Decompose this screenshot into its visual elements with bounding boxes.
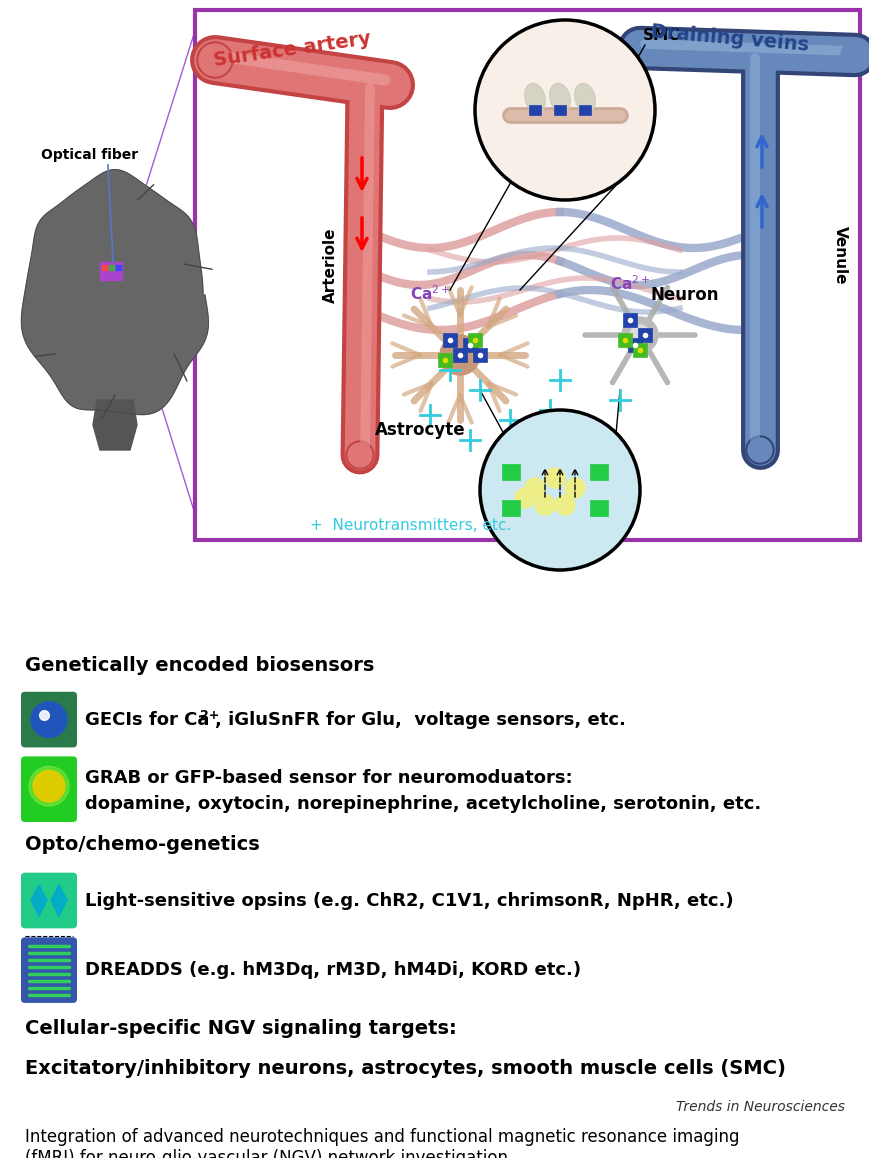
Text: Ca$^{2+}$: Ca$^{2+}$ xyxy=(409,285,449,303)
Circle shape xyxy=(474,20,654,200)
Text: Optical fiber: Optical fiber xyxy=(42,148,138,162)
Text: Astrocyte: Astrocyte xyxy=(375,422,465,439)
Bar xyxy=(622,313,636,327)
Text: Opto/chemo-genetics: Opto/chemo-genetics xyxy=(25,835,260,853)
Text: Surface artery: Surface artery xyxy=(212,30,371,71)
Bar xyxy=(589,500,607,516)
Text: +  Neurotransmitters, etc.: + Neurotransmitters, etc. xyxy=(309,518,511,533)
Circle shape xyxy=(33,770,65,802)
Bar xyxy=(501,500,520,516)
Circle shape xyxy=(840,41,868,69)
Polygon shape xyxy=(51,885,67,916)
Bar xyxy=(102,265,107,270)
Text: Cellular-specific NGV signaling targets:: Cellular-specific NGV signaling targets: xyxy=(25,1019,456,1038)
Text: GRAB or GFP-based sensor for neuromoduators:: GRAB or GFP-based sensor for neuromoduat… xyxy=(85,769,572,787)
Text: Ca$^{2+}$: Ca$^{2+}$ xyxy=(609,274,649,293)
Text: Trends in Neurosciences: Trends in Neurosciences xyxy=(675,1100,844,1114)
Circle shape xyxy=(196,42,233,78)
Bar xyxy=(437,353,452,367)
Circle shape xyxy=(554,494,574,515)
Text: DREADDS (e.g. hM3Dq, rM3D, hM4Di, KORD etc.): DREADDS (e.g. hM3Dq, rM3D, hM4Di, KORD e… xyxy=(85,961,580,980)
Circle shape xyxy=(745,437,773,464)
FancyBboxPatch shape xyxy=(21,873,77,929)
Circle shape xyxy=(31,702,67,738)
Text: 2+: 2+ xyxy=(200,709,219,723)
Polygon shape xyxy=(22,170,209,415)
Text: GECIs for Ca: GECIs for Ca xyxy=(85,711,209,728)
Circle shape xyxy=(629,325,649,345)
Ellipse shape xyxy=(524,83,545,112)
Text: Genetically encoded biosensors: Genetically encoded biosensors xyxy=(25,655,374,675)
Circle shape xyxy=(564,478,584,498)
Circle shape xyxy=(514,488,534,508)
Polygon shape xyxy=(93,400,136,450)
Circle shape xyxy=(440,335,480,375)
Circle shape xyxy=(480,410,640,570)
Bar xyxy=(589,464,607,481)
Text: dopamine, oxytocin, norepinephrine, acetylcholine, serotonin, etc.: dopamine, oxytocin, norepinephrine, acet… xyxy=(85,796,760,813)
Text: Arteriole: Arteriole xyxy=(322,227,337,302)
Text: Neuron: Neuron xyxy=(650,286,719,305)
Text: SMC: SMC xyxy=(642,28,680,43)
Text: Venule: Venule xyxy=(832,226,846,284)
Text: Light-sensitive opsins (e.g. ChR2, C1V1, chrimsonR, NpHR, etc.): Light-sensitive opsins (e.g. ChR2, C1V1,… xyxy=(85,892,733,909)
FancyBboxPatch shape xyxy=(21,756,77,822)
Bar xyxy=(579,105,590,115)
Bar xyxy=(195,10,859,540)
Bar xyxy=(116,265,121,270)
Bar xyxy=(501,464,520,481)
Circle shape xyxy=(346,441,374,469)
Ellipse shape xyxy=(549,83,570,112)
Bar xyxy=(442,334,456,347)
Bar xyxy=(528,105,541,115)
Circle shape xyxy=(348,444,372,467)
Bar xyxy=(627,338,641,352)
FancyBboxPatch shape xyxy=(21,691,77,747)
Text: Draining veins: Draining veins xyxy=(649,22,809,54)
Bar xyxy=(109,265,114,270)
Text: Integration of advanced neurotechniques and functional magnetic resonance imagin: Integration of advanced neurotechniques … xyxy=(25,1128,739,1158)
Circle shape xyxy=(621,317,657,353)
Circle shape xyxy=(544,468,564,488)
Bar xyxy=(473,349,487,362)
Polygon shape xyxy=(31,885,47,916)
Circle shape xyxy=(524,478,544,498)
Bar xyxy=(554,105,566,115)
Circle shape xyxy=(747,438,771,462)
Bar xyxy=(633,343,647,357)
Bar xyxy=(468,334,481,347)
Bar xyxy=(617,334,631,347)
Circle shape xyxy=(199,44,231,76)
Bar xyxy=(100,262,122,280)
Text: A: A xyxy=(454,349,464,361)
FancyBboxPatch shape xyxy=(21,937,77,1003)
Circle shape xyxy=(534,494,554,515)
Text: , iGluSnFR for Glu,  voltage sensors, etc.: , iGluSnFR for Glu, voltage sensors, etc… xyxy=(215,711,625,728)
Circle shape xyxy=(29,767,69,806)
Ellipse shape xyxy=(574,83,594,112)
Text: Excitatory/inhibitory neurons, astrocytes, smooth muscle cells (SMC): Excitatory/inhibitory neurons, astrocyte… xyxy=(25,1058,785,1078)
Bar xyxy=(637,328,651,342)
Bar xyxy=(453,349,467,362)
Bar xyxy=(462,338,476,352)
